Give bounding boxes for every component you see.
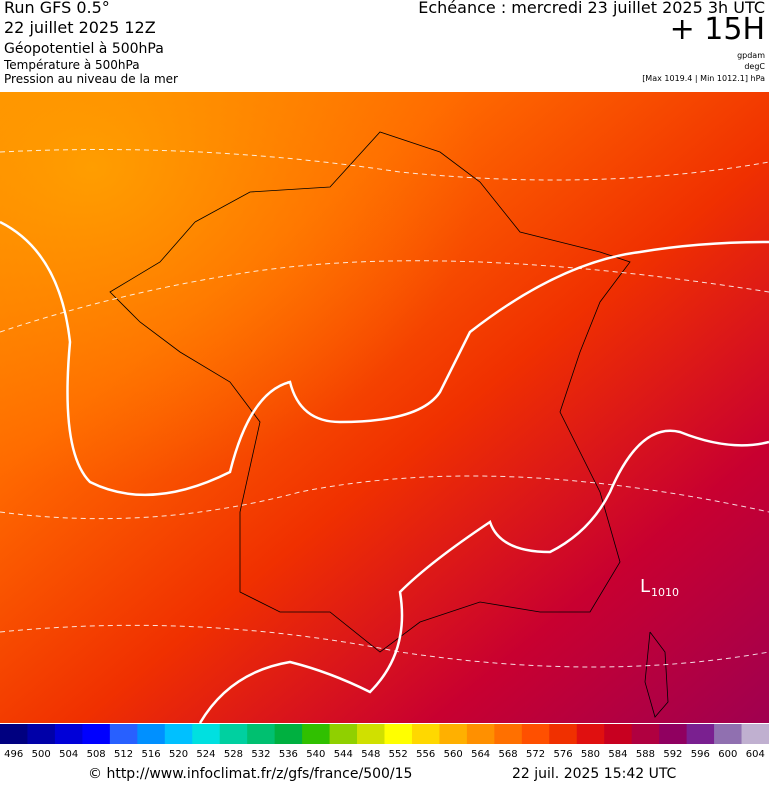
colorbar-label: 576 [553, 749, 572, 760]
colorbar-swatch [686, 724, 715, 744]
colorbar-swatch [137, 724, 166, 744]
footer-url: © http://www.infoclimat.fr/z/gfs/france/… [88, 766, 413, 782]
colorbar-swatch [247, 724, 276, 744]
colorbar-label: 500 [32, 749, 51, 760]
colorbar-swatch [219, 724, 248, 744]
run-date: 22 juillet 2025 12Z [4, 18, 156, 37]
colorbar-swatch [0, 724, 28, 744]
colorbar-label: 512 [114, 749, 133, 760]
colorbar-swatch [192, 724, 221, 744]
colorbar-label: 572 [526, 749, 545, 760]
coastline [109, 131, 669, 718]
colorbar-swatch [164, 724, 193, 744]
colorbar-label: 548 [361, 749, 380, 760]
colorbar-label: 544 [334, 749, 353, 760]
colorbar-swatch [384, 724, 413, 744]
isohypse [0, 220, 769, 723]
colorbar-label: 532 [251, 749, 270, 760]
colorbar-swatch [411, 724, 440, 744]
colorbar-label: 560 [444, 749, 463, 760]
colorbar-swatch [109, 724, 138, 744]
colorbar-swatch [494, 724, 523, 744]
low-label: L [640, 576, 650, 597]
colorbar-label: 504 [59, 749, 78, 760]
colorbar-swatch [82, 724, 111, 744]
colorbar-label: 528 [224, 749, 243, 760]
colorbar-swatch [549, 724, 578, 744]
colorbar-label: 596 [691, 749, 710, 760]
colorbar-swatch [659, 724, 688, 744]
colorbar-swatch [302, 724, 331, 744]
colorbar-label: 592 [663, 749, 682, 760]
field-title: Géopotentiel à 500hPa [4, 41, 164, 57]
colorbar-label: 604 [746, 749, 765, 760]
forecast-step: + 15H [669, 12, 765, 47]
run-title: Run GFS 0.5° [4, 0, 110, 17]
colorbar-label: 600 [718, 749, 737, 760]
colorbar-label: 508 [87, 749, 106, 760]
colorbar-swatch [439, 724, 468, 744]
colorbar-label: 584 [608, 749, 627, 760]
colorbar-swatch [466, 724, 495, 744]
colorbar-swatch [741, 724, 769, 744]
colorbar: 496 500 504 508 512 516 520 524 528 532 536 540 544 5… [0, 724, 769, 760]
colorbar-swatch [357, 724, 385, 744]
isotherm [0, 149, 769, 668]
colorbar-swatch [576, 724, 605, 744]
colorbar-label: 580 [581, 749, 600, 760]
unit: gpdam [737, 51, 765, 60]
colorbar-label: 552 [389, 749, 408, 760]
colorbar-swatch [329, 724, 358, 744]
colorbar-swatch [604, 724, 633, 744]
colorbar-label: 496 [4, 749, 23, 760]
pressure-range: [Max 1019.4 | Min 1012.1] hPa [642, 74, 765, 83]
map: L 1010 [0, 92, 769, 723]
colorbar-label: 556 [416, 749, 435, 760]
colorbar-swatch [521, 724, 550, 744]
colorbar-swatch [714, 724, 743, 744]
colorbar-label: 536 [279, 749, 298, 760]
colorbar-label: 520 [169, 749, 188, 760]
temperature-field [0, 92, 769, 723]
colorbar-swatch [54, 724, 83, 744]
colorbar-swatch [631, 724, 660, 744]
colorbar-label: 516 [142, 749, 161, 760]
low-value: 1010 [651, 586, 679, 599]
footer-timestamp: 22 juil. 2025 15:42 UTC [512, 766, 677, 782]
unit: degC [744, 62, 765, 71]
field-subtitle: Pression au niveau de la mer [4, 72, 178, 86]
colorbar-label: 568 [499, 749, 518, 760]
echeance: Echéance : mercredi 23 juillet 2025 3h U… [418, 0, 765, 17]
colorbar-label: 540 [306, 749, 325, 760]
colorbar-swatch [274, 724, 303, 744]
colorbar-label: 588 [636, 749, 655, 760]
colorbar-label: 564 [471, 749, 490, 760]
colorbar-label: 524 [196, 749, 215, 760]
colorbar-swatch [27, 724, 56, 744]
field-subtitle: Température à 500hPa [4, 58, 140, 72]
